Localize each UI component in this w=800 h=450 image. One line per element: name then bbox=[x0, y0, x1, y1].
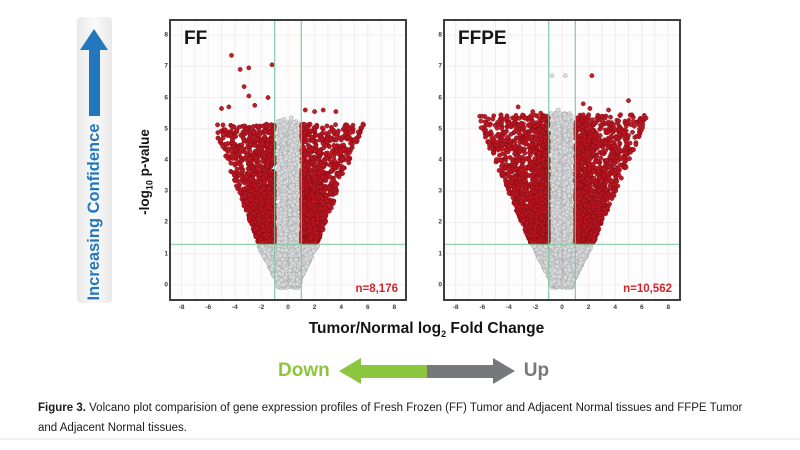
left-arrowhead-icon bbox=[338, 358, 361, 384]
arrow-green-segment bbox=[360, 364, 427, 378]
regulation-direction-legend: Down Up bbox=[278, 356, 549, 386]
down-label: Down bbox=[278, 360, 330, 381]
gene-count-label-ffpe: n=10,562 bbox=[623, 283, 672, 295]
x-tick-label: 8 bbox=[392, 304, 397, 311]
y-axis-label-sub: 10 bbox=[144, 180, 155, 191]
x-tick-label: 8 bbox=[666, 304, 671, 311]
x-tick-label: -2 bbox=[258, 304, 265, 311]
x-tick-label: 4 bbox=[613, 304, 617, 311]
y-tick-label: 7 bbox=[164, 62, 168, 70]
y-axis-label: -log10 p-value bbox=[137, 102, 155, 242]
y-axis-label-suffix: p-value bbox=[137, 129, 152, 181]
x-tick-label: -8 bbox=[452, 304, 459, 311]
y-tick-label: 3 bbox=[164, 187, 168, 195]
x-tick-label: -2 bbox=[532, 304, 539, 311]
ffpe-scatter-canvas bbox=[445, 21, 679, 299]
increasing-confidence-indicator bbox=[77, 17, 112, 303]
caption-figure-number: Figure 3. bbox=[38, 402, 86, 414]
x-tick-label: 4 bbox=[339, 304, 343, 311]
x-tick-label: 6 bbox=[639, 304, 644, 311]
increasing-confidence-label: Increasing Confidence bbox=[85, 123, 103, 301]
y-tick-label: 8 bbox=[164, 31, 168, 39]
y-tick-label: 5 bbox=[164, 125, 168, 133]
x-axis-label-sub: 2 bbox=[441, 329, 447, 340]
arrow-gray-segment bbox=[426, 364, 493, 378]
up-label: Up bbox=[523, 360, 550, 381]
y-tick-label: 0 bbox=[438, 281, 442, 289]
y-tick-label: 1 bbox=[438, 250, 442, 258]
volcano-plot-ff: FF n=8,176 -8 -6 -4 -2 0 2 4 6 8 0 1 2 3 4 5 6 7 8 bbox=[164, 19, 407, 311]
x-tick-label: -4 bbox=[231, 304, 238, 311]
y-tick-label: 6 bbox=[164, 94, 168, 102]
down-up-arrow-icon bbox=[338, 358, 515, 384]
y-tick-label: 6 bbox=[438, 94, 442, 102]
x-tick-label: -6 bbox=[479, 304, 486, 311]
x-tick-label: 0 bbox=[286, 304, 290, 311]
x-axis-label-prefix: Tumor/Normal log bbox=[308, 320, 442, 337]
y-tick-label: 4 bbox=[164, 156, 168, 164]
bottom-divider bbox=[0, 438, 800, 440]
y-tick-label: 5 bbox=[438, 125, 442, 133]
x-axis-label-suffix: Fold Change bbox=[446, 320, 545, 337]
y-tick-label: 1 bbox=[164, 250, 168, 258]
x-axis-label: Tumor/Normal log2 Fold Change bbox=[169, 320, 684, 339]
x-tick-label: 6 bbox=[365, 304, 370, 311]
right-arrowhead-icon bbox=[492, 358, 515, 384]
ff-scatter-canvas bbox=[171, 21, 405, 299]
y-tick-label: 8 bbox=[438, 31, 442, 39]
x-tick-label: 0 bbox=[560, 304, 564, 311]
up-arrow-icon bbox=[80, 29, 108, 50]
volcano-plot-ffpe: FFPE n=10,562 -8 -6 -4 -2 0 2 4 6 8 0 1 2 3 4 5 6 7 8 bbox=[438, 19, 681, 311]
y-tick-label: 0 bbox=[164, 281, 168, 289]
panel-title-ff: FF bbox=[184, 28, 208, 49]
gene-count-label-ff: n=8,176 bbox=[355, 283, 398, 295]
x-tick-label: 2 bbox=[312, 304, 317, 311]
x-tick-label: -4 bbox=[505, 304, 512, 311]
x-tick-label: 2 bbox=[586, 304, 591, 311]
x-tick-label: -6 bbox=[205, 304, 212, 311]
y-tick-label: 3 bbox=[438, 187, 442, 195]
caption-line2: and Adjacent Normal tissues. bbox=[38, 421, 187, 434]
y-tick-label: 4 bbox=[438, 156, 442, 164]
y-tick-label: 2 bbox=[438, 218, 442, 226]
caption-line1: Volcano plot comparision of gene express… bbox=[85, 402, 743, 414]
panel-title-ffpe: FFPE bbox=[458, 28, 507, 49]
y-axis-label-prefix: -log bbox=[137, 190, 152, 215]
up-arrow-shaft bbox=[89, 49, 100, 116]
y-tick-label: 2 bbox=[164, 218, 168, 226]
y-tick-label: 7 bbox=[438, 62, 442, 70]
x-tick-label: -8 bbox=[178, 304, 185, 311]
figure-caption: Figure 3. Volcano plot comparision of ge… bbox=[38, 399, 786, 439]
